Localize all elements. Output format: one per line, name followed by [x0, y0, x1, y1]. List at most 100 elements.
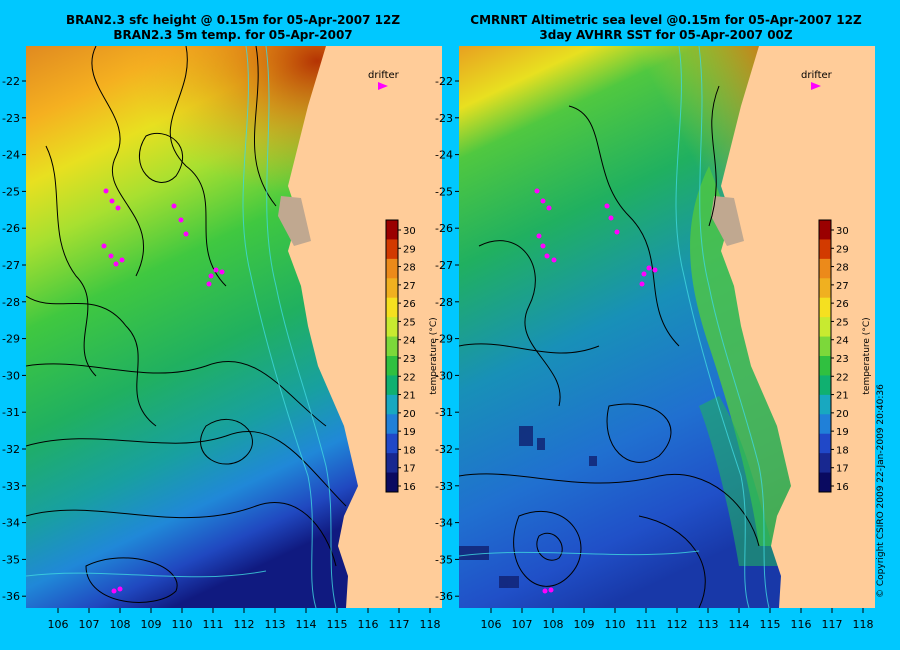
lon-tick-label-left: 115 [327, 618, 348, 631]
colorbar-label: temperature (°C) [862, 317, 872, 394]
left-map-panel: drifter 30 29 28 27 26 25 24 23 22 21 20 19 18 17 16 te… [26, 46, 442, 608]
colorbar-swatch [386, 278, 398, 299]
colorbar-swatch [386, 297, 398, 318]
lon-tick-label-right: 109 [574, 618, 595, 631]
colorbar-tick-label: 22 [836, 372, 849, 383]
lat-tick-label-left: -36 [2, 590, 20, 603]
colorbar: 30 29 28 27 26 25 24 23 22 21 20 19 18 17 16 temperatur… [385, 219, 439, 493]
colorbar-swatch [386, 414, 398, 435]
lat-tick-label-left: -25 [2, 185, 20, 198]
land-mass [721, 46, 875, 608]
copyright-notice: © Copyright CSIRO 2009 22-Jan-2009 20:40… [876, 384, 886, 598]
colorbar-frame [818, 219, 832, 493]
left-title-line2: BRAN2.3 5m temp. for 05-Apr-2007 [113, 28, 353, 42]
colorbar-tick-label: 18 [836, 445, 849, 456]
lat-tick-label-left: -24 [2, 149, 20, 162]
drifter-tracks [101, 188, 225, 594]
colorbar-tick-label: 24 [403, 336, 416, 347]
colorbar-swatch [819, 356, 831, 376]
colorbar-tick-label: 17 [403, 464, 416, 475]
colorbar-tick-label: 22 [403, 372, 416, 383]
right-map-panel: drifter 30 29 28 27 26 25 24 23 22 21 20 19 18 17 16 te… [459, 46, 875, 608]
bathymetry-contours [26, 46, 337, 608]
colorbar-tick-label: 30 [836, 226, 849, 237]
colorbar-tick-label: 24 [836, 336, 849, 347]
colorbar-tick-label: 27 [836, 281, 849, 292]
lon-tick-label-right: 110 [605, 618, 626, 631]
colorbar-tick-label: 30 [403, 226, 416, 237]
lon-tick-label-left: 106 [48, 618, 69, 631]
lat-tick-label-left: -34 [2, 517, 20, 530]
colorbar-tick-label: 28 [403, 263, 416, 274]
lon-tick-label-right: 114 [729, 618, 750, 631]
lat-tick-label-left: -35 [2, 553, 20, 566]
colorbar-swatch [819, 239, 831, 260]
left-title-line1: BRAN2.3 sfc height @ 0.15m for 05-Apr-20… [65, 13, 401, 27]
right-title-line2: 3day AVHRR SST for 05-Apr-2007 00Z [539, 28, 793, 42]
lon-tick-label-left: 113 [265, 618, 286, 631]
colorbar: 30 29 28 27 26 25 24 23 22 21 20 19 18 17 16 temperatur… [818, 219, 872, 493]
lon-tick-label-right: 116 [791, 618, 812, 631]
colorbar-swatch [819, 220, 831, 240]
colorbar-swatch [819, 472, 831, 493]
lat-tick-label-left: -27 [2, 259, 20, 272]
lat-tick-label-left: -31 [2, 406, 20, 419]
colorbar-swatch [386, 220, 398, 240]
lon-tick-label-left: 111 [203, 618, 224, 631]
colorbar-tick-label: 20 [836, 409, 849, 420]
colorbar-swatch [819, 336, 831, 357]
lon-tick-label-right: 115 [760, 618, 781, 631]
sea-height-contours [26, 46, 347, 603]
lon-tick-label-right: 106 [481, 618, 502, 631]
colorbar-swatch [386, 453, 398, 474]
lon-tick-label-left: 112 [234, 618, 255, 631]
bathymetry-contours [459, 46, 770, 608]
colorbar-swatch [819, 453, 831, 474]
colorbar-tick-label: 26 [403, 299, 416, 310]
colorbar-swatch [386, 317, 398, 338]
lon-tick-label-left: 114 [296, 618, 317, 631]
colorbar-swatch [386, 356, 398, 376]
colorbar-tick-label: 23 [403, 354, 416, 365]
colorbar-tick-label: 25 [403, 317, 416, 328]
lon-tick-label-left: 107 [79, 618, 100, 631]
colorbar-tick-label: 23 [836, 354, 849, 365]
lon-tick-label-right: 118 [853, 618, 874, 631]
drifter-legend-marker [811, 82, 821, 90]
colorbar-tick-label: 16 [836, 482, 849, 493]
colorbar-frame [385, 219, 399, 493]
lat-tick-label-left: -32 [2, 443, 20, 456]
colorbar-tick-label: 29 [403, 244, 416, 255]
colorbar-swatch [819, 433, 831, 454]
drifter-legend-marker [378, 82, 388, 90]
lat-tick-label-left: -22 [2, 75, 20, 88]
colorbar-swatch [819, 317, 831, 338]
lon-tick-label-left: 116 [358, 618, 379, 631]
land-mass [288, 46, 442, 608]
colorbar-swatch [819, 278, 831, 299]
lon-tick-label-right: 117 [822, 618, 843, 631]
colorbar-swatch [819, 258, 831, 279]
colorbar-swatch [819, 414, 831, 435]
lat-tick-label-left: -29 [2, 333, 20, 346]
colorbar-tick-label: 27 [403, 281, 416, 292]
colorbar-tick-label: 21 [836, 391, 849, 402]
lat-tick-label-left: -26 [2, 222, 20, 235]
colorbar-swatch [819, 394, 831, 415]
colorbar-swatch [386, 472, 398, 493]
colorbar-label: temperature (°C) [429, 317, 439, 394]
drifter-tracks [534, 188, 658, 594]
lon-tick-label-left: 110 [172, 618, 193, 631]
lon-tick-label-right: 111 [636, 618, 657, 631]
colorbar-tick-label: 19 [836, 427, 849, 438]
right-title-line1: CMRNRT Altimetric sea level @0.15m for 0… [470, 13, 862, 27]
colorbar-tick-label: 16 [403, 482, 416, 493]
colorbar-tick-label: 28 [836, 263, 849, 274]
colorbar-swatch [819, 297, 831, 318]
colorbar-swatch [386, 394, 398, 415]
lon-tick-label-right: 108 [543, 618, 564, 631]
colorbar-swatch [386, 375, 398, 396]
lon-tick-label-right: 113 [698, 618, 719, 631]
colorbar-swatch [386, 258, 398, 279]
lat-tick-label-left: -28 [2, 296, 20, 309]
